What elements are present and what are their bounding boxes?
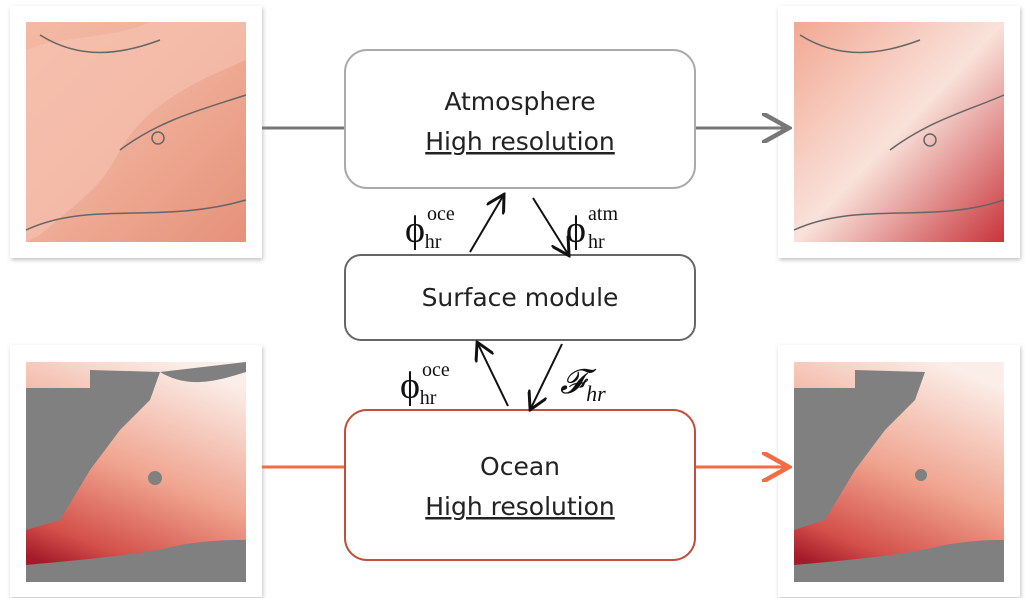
surface-box: [344, 254, 696, 341]
box-subtitle: High resolution: [425, 127, 615, 156]
atmosphere-box: [344, 49, 696, 189]
flux-label: ϕ oce hr: [405, 203, 455, 253]
symbol: ϕ: [405, 209, 425, 251]
flux-label: ϕ oce hr: [400, 359, 450, 409]
symbol: ϕ: [566, 209, 586, 251]
arrow: [469, 196, 503, 253]
flux-label: 𝓕hr: [560, 364, 606, 406]
symbol: ϕ: [400, 365, 420, 407]
subscript: hr: [425, 231, 442, 253]
atmosphere-input-map: [10, 6, 262, 258]
box-title: Surface module: [422, 283, 619, 312]
ocean-output-map: [778, 345, 1020, 597]
arrow: [531, 343, 563, 408]
arrow: [532, 197, 568, 254]
superscript: oce: [422, 359, 450, 381]
ocean-box: [344, 409, 696, 561]
flux-label: ϕ atm hr: [566, 203, 618, 253]
ocean-input-map: [10, 345, 262, 597]
subscript: hr: [586, 381, 606, 406]
arrow: [478, 344, 509, 407]
atmosphere-output-map: [778, 6, 1020, 258]
box-subtitle: High resolution: [425, 492, 615, 521]
superscript: atm: [588, 203, 618, 225]
subscript: hr: [588, 231, 605, 253]
box-title: Ocean: [480, 452, 560, 481]
subscript: hr: [420, 387, 437, 409]
box-title: Atmosphere: [444, 87, 595, 116]
superscript: oce: [427, 203, 455, 225]
